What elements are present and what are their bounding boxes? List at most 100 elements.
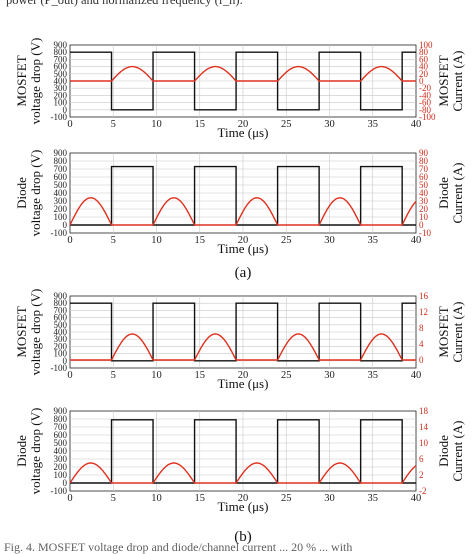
panel-3-xtick-label: 5 [111,370,116,381]
panel-3-current-line [70,333,416,361]
panel-2-ytick-right: 30 [419,196,429,206]
panel-2-ytick-left: -100 [51,228,68,238]
panel-3-ylabel-right: MOSFETCurrent (A) [436,301,465,362]
panel-2-ytick-right: 0 [419,220,424,230]
panel-3-xtick-label: 40 [411,370,422,381]
panel-2-ytick-left: 400 [54,188,68,198]
panel-3-xlabel: Time (μs) [218,376,269,391]
panel-3-ytick-left: 0 [63,356,68,366]
panel-4-xtick-label: 10 [151,493,162,504]
panel-3-ytick-left: 300 [54,334,68,344]
panel-3-ytick-left: 400 [54,327,68,337]
panel-2-xtick-label: 30 [324,235,335,246]
panel-1-xtick-label: 15 [195,119,206,130]
panel-4-ytick-left: 500 [54,438,68,448]
panel-4-ytick-right: 6 [419,454,424,464]
panel-1-xtick-label: 5 [111,119,116,130]
panel-2-ytick-left: 700 [54,164,68,174]
panel-4-ytick-right: -2 [419,486,427,496]
panel-4-voltage-line [70,419,416,484]
panel-4-ytick-left: 300 [54,454,68,464]
panel-2-ytick-left: 800 [54,156,68,166]
panel-3-xtick-label: 15 [195,370,206,381]
panel-1-xtick-label: 35 [368,119,379,130]
panel-3-xtick-label: 10 [151,370,162,381]
panel-1-xtick-label: 25 [281,119,292,130]
panel-2-ytick-right: 50 [419,180,429,190]
panel-1-ytick-left: 300 [54,83,68,93]
panel-1-ytick-left: -100 [51,112,68,122]
panel-1-ytick-left: 800 [54,47,68,57]
panel-2-ytick-left: 0 [63,220,68,230]
panel-3-xtick-label: 0 [67,370,72,381]
panel-3-ytick-left: 100 [54,349,68,359]
panel-1-ytick-left: 0 [63,105,68,115]
panel-1-ytick-left: 700 [54,54,68,64]
panel-2-xtick-label: 0 [67,235,72,246]
panel-3-ytick-right: 0 [419,355,424,365]
panel-1-xtick-label: 0 [67,119,72,130]
panel-3-ytick-left: 600 [54,313,68,323]
panel-1-xtick-label: 20 [238,119,249,130]
panel-2-xtick-label: 15 [195,235,206,246]
panel-4-xtick-label: 40 [411,493,422,504]
panel-3-xtick-label: 25 [281,370,292,381]
panel-2-xtick-label: 5 [111,235,116,246]
panel-1-ytick-right: 20 [419,69,429,79]
panel-1-ytick-right: -60 [419,98,431,108]
panel-2-ytick-right: 40 [419,188,429,198]
panel-4-xtick-label: 25 [281,493,292,504]
panel-2-ytick-right: 10 [419,212,429,222]
panel-4-ytick-left: 800 [54,414,68,424]
panel-1-ytick-right: -80 [419,105,431,115]
panel-2-ytick-left: 300 [54,196,68,206]
panel-1-ytick-right: 100 [419,40,433,50]
panel-2-current-line [69,197,417,226]
subfigure-label-2: (b) [234,529,252,545]
panel-2-ytick-left: 500 [54,180,68,190]
panel-2-ytick-right: 90 [419,148,429,158]
panel-2-ytick-left: 200 [54,204,68,214]
panel-2-ytick-right: 60 [419,172,429,182]
panel-4-ytick-right: 18 [419,406,429,416]
panel-1-voltage-line [70,51,416,111]
panel-3-xtick-label: 30 [324,370,335,381]
panel-1-ylabel-right: MOSFETCurrent (A) [436,50,465,111]
panel-3-ylabel-left: MOSFETvoltage drop (V) [14,289,43,376]
panel-3-ytick-left: 900 [54,291,68,301]
panel-2-xlabel: Time (μs) [218,241,269,256]
panel-4-ytick-left: 0 [63,478,68,488]
panel-4-ytick-left: 400 [54,446,68,456]
panel-1-ytick-right: 60 [419,54,429,64]
panel-4-xtick-label: 20 [238,493,249,504]
panel-4-xtick-label: 0 [67,493,72,504]
panel-4-xtick-label: 30 [324,493,335,504]
panel-4-ytick-left: 900 [54,406,68,416]
panel-4-ytick-left: 100 [54,470,68,480]
panel-1-ytick-left: 900 [54,40,68,50]
panel-1-xtick-label: 30 [324,119,335,130]
panel-4-xtick-label: 5 [111,493,116,504]
panel-2-ylabel-left: Diodevoltage drop (V) [14,150,43,237]
caption-top: power (P_out) and normalized frequency (… [6,0,243,7]
panel-3-ytick-left: 200 [54,341,68,351]
panel-2-xtick-label: 20 [238,235,249,246]
panel-3-ytick-left: 700 [54,305,68,315]
panel-1-ytick-right: 40 [419,62,429,72]
panel-1-ytick-right: 80 [419,47,429,57]
panel-1-ytick-right: -100 [419,112,436,122]
panel-2-ytick-right: 20 [419,204,429,214]
panel-1-ytick-left: 100 [54,98,68,108]
panel-3-xtick-label: 20 [238,370,249,381]
subfigure-label-1: (a) [235,265,252,281]
panel-4-ytick-right: 2 [419,470,424,480]
panel-2-ytick-right: 70 [419,164,429,174]
panel-3-ytick-right: 16 [419,291,429,301]
panel-1-ylabel-left: MOSFETvoltage drop (V) [14,38,43,125]
panel-3-ytick-left: -100 [51,363,68,373]
panel-3-xtick-label: 35 [368,370,379,381]
panel-2-ytick-right: -10 [419,228,431,238]
panel-4-ytick-left: -100 [51,486,68,496]
panel-2-ytick-left: 100 [54,212,68,222]
